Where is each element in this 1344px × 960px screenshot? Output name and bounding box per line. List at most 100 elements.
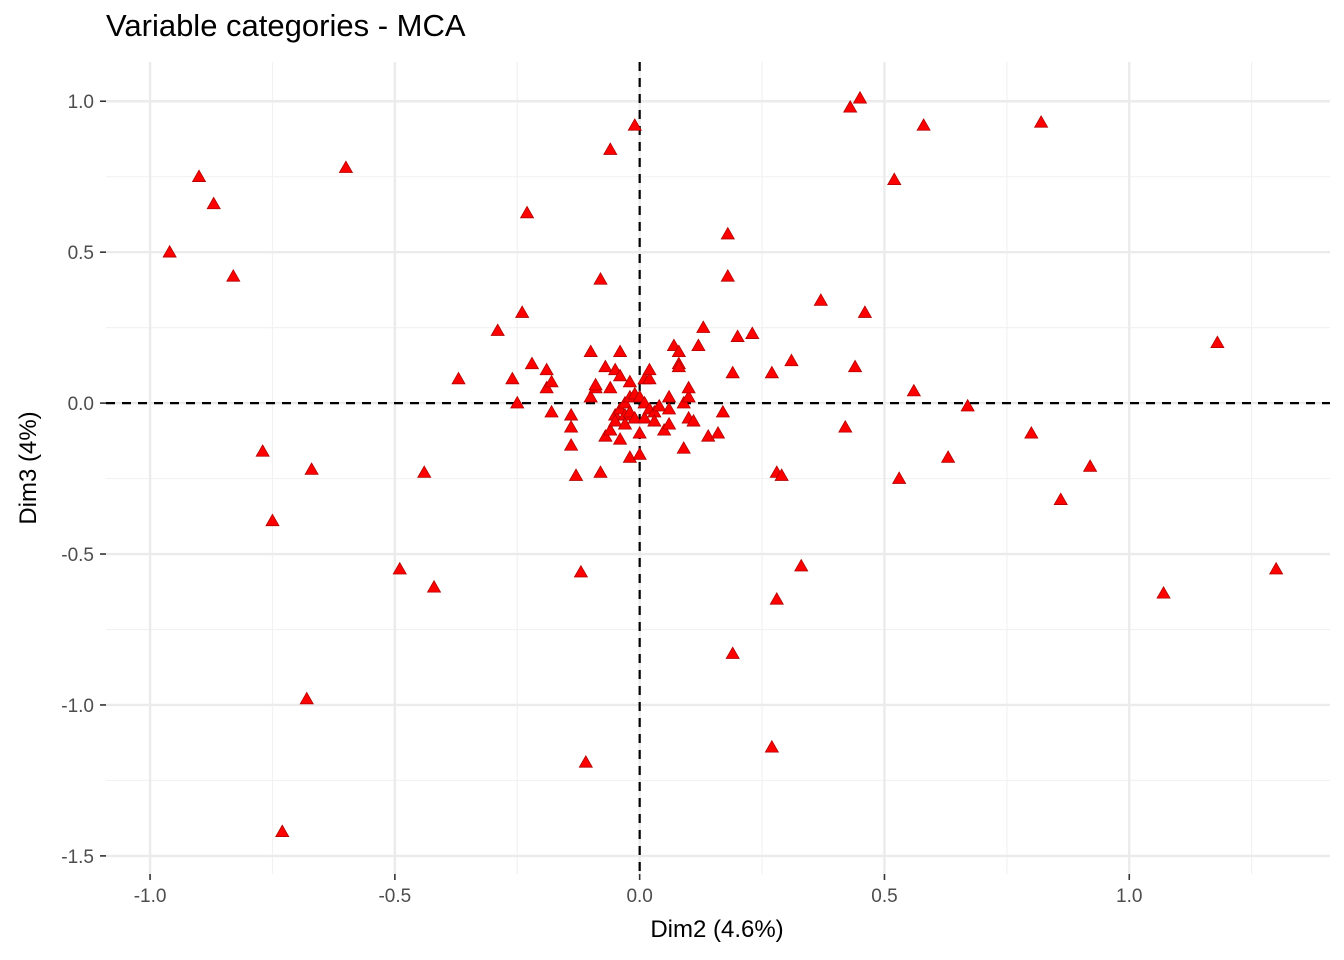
data-point [612, 432, 628, 445]
data-point [652, 398, 667, 412]
data-point [563, 407, 579, 421]
data-point [627, 118, 642, 131]
data-point [622, 374, 638, 388]
data-point [1053, 492, 1068, 505]
data-point [519, 205, 535, 219]
data-point [583, 389, 598, 403]
data-point [338, 160, 354, 173]
y-tick-label: 0.5 [68, 243, 94, 264]
data-point [490, 323, 505, 336]
data-point [891, 471, 907, 484]
data-point [544, 404, 559, 418]
data-point [725, 365, 740, 379]
data-point [206, 196, 221, 210]
x-axis-ticks: -1.0 -0.5 0.0 0.5 1.0 [134, 874, 1142, 907]
y-axis-title: Dim3 (4%) [15, 411, 42, 524]
data-point [627, 410, 642, 424]
data-point [265, 513, 280, 527]
data-point [720, 226, 735, 240]
data-point [681, 380, 696, 394]
data-point [906, 383, 922, 397]
data-point [691, 338, 706, 352]
major-gridlines [106, 62, 1330, 874]
data-point [769, 592, 784, 605]
data-point [583, 344, 598, 358]
data-point [676, 441, 691, 454]
data-point [838, 419, 853, 433]
data-point [603, 380, 618, 394]
data-point [857, 305, 873, 318]
data-point [544, 374, 559, 388]
reference-lines [106, 62, 1330, 874]
data-point [696, 320, 711, 333]
data-point [661, 416, 677, 430]
data-point [794, 558, 809, 572]
data-point [563, 438, 579, 451]
y-tick-label: -0.5 [61, 545, 94, 566]
data-point [612, 368, 628, 382]
data-point [720, 269, 735, 282]
x-tick-label: -0.5 [378, 886, 411, 907]
data-point [671, 359, 687, 373]
data-point [764, 365, 780, 379]
y-tick-label: 1.0 [68, 92, 94, 113]
data-point [603, 142, 618, 155]
data-point [647, 413, 662, 427]
y-tick-label: -1.0 [61, 696, 94, 717]
data-point [1033, 115, 1049, 128]
data-point [843, 99, 858, 113]
data-point [299, 691, 314, 705]
data-point [524, 356, 540, 370]
data-point [1024, 425, 1039, 439]
data-point [1156, 585, 1171, 599]
data-point [661, 389, 677, 403]
data-point [730, 329, 745, 342]
data-point [774, 468, 789, 481]
x-tick-label: 0.0 [626, 886, 652, 907]
data-point [505, 371, 520, 385]
data-point [852, 90, 868, 104]
data-point [612, 344, 628, 358]
data-point [632, 447, 647, 460]
data-point [191, 169, 207, 182]
data-point [960, 398, 975, 412]
data-point [764, 739, 780, 753]
data-point [226, 269, 241, 282]
data-point [916, 118, 931, 131]
data-point [304, 462, 319, 475]
data-point [426, 579, 442, 593]
y-axis-ticks: 1.0 0.5 0.0 -0.5 -1.0 -1.5 [61, 92, 106, 868]
data-point [632, 425, 647, 439]
data-points [162, 90, 1284, 838]
data-point [563, 419, 579, 433]
data-point [162, 244, 177, 258]
x-tick-label: 0.5 [871, 886, 897, 907]
data-point [686, 413, 701, 427]
data-point [661, 401, 677, 415]
data-point [598, 359, 613, 373]
data-point [887, 172, 902, 185]
data-point [847, 359, 863, 373]
data-point [710, 425, 726, 439]
y-tick-label: 0.0 [68, 394, 94, 415]
data-point [593, 465, 608, 478]
data-point [568, 468, 584, 481]
data-point [715, 404, 731, 418]
data-point [573, 564, 589, 578]
minor-gridlines [106, 62, 1330, 874]
x-tick-label: -1.0 [134, 886, 167, 907]
data-point [940, 450, 956, 463]
data-point [578, 755, 593, 768]
data-point [451, 371, 466, 385]
data-point [588, 377, 603, 391]
data-point [275, 824, 290, 838]
data-point [784, 353, 799, 367]
data-point [1268, 561, 1284, 575]
data-point [255, 444, 270, 457]
data-point [392, 561, 407, 575]
x-tick-label: 1.0 [1116, 886, 1142, 907]
data-point [593, 272, 608, 285]
data-point [642, 362, 657, 376]
data-point [417, 465, 432, 478]
